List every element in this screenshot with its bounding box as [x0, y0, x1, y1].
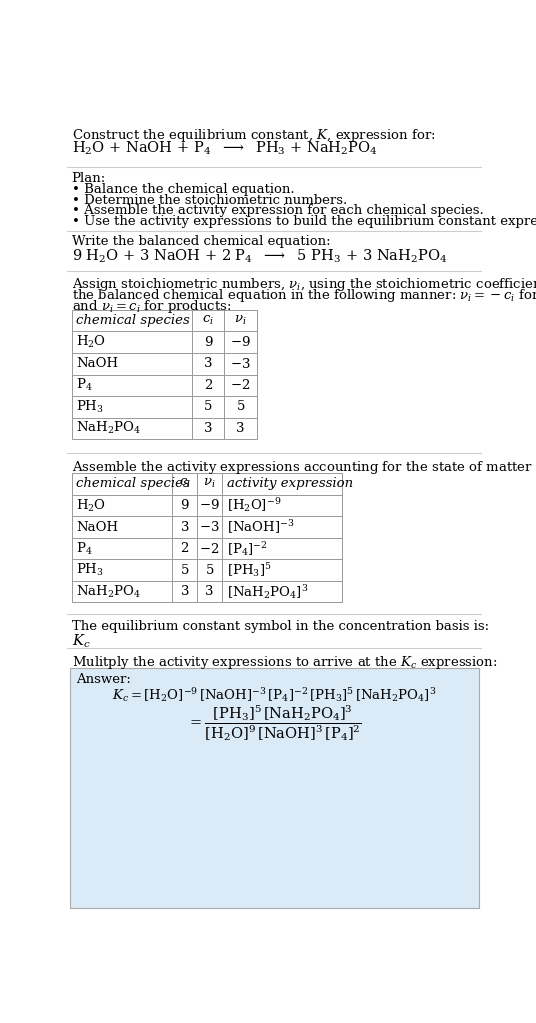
Text: $\mathrm{NaH_2PO_4}$: $\mathrm{NaH_2PO_4}$	[76, 420, 141, 437]
Text: Mulitply the activity expressions to arrive at the $K_c$ expression:: Mulitply the activity expressions to arr…	[72, 654, 497, 671]
Text: $\mathrm{P_4}$: $\mathrm{P_4}$	[76, 540, 93, 557]
Text: $[\mathrm{NaOH}]^{-3}$: $[\mathrm{NaOH}]^{-3}$	[227, 519, 294, 536]
Text: 5: 5	[205, 564, 214, 577]
Text: $-3$: $-3$	[230, 357, 251, 370]
FancyBboxPatch shape	[70, 668, 479, 908]
Text: • Balance the chemical equation.: • Balance the chemical equation.	[72, 183, 294, 195]
Text: The equilibrium constant symbol in the concentration basis is:: The equilibrium constant symbol in the c…	[72, 620, 489, 633]
Text: $-2$: $-2$	[230, 379, 251, 393]
Text: $\mathrm{P_4}$: $\mathrm{P_4}$	[76, 377, 93, 394]
Text: chemical species: chemical species	[76, 314, 190, 327]
Text: $[\mathrm{H_2O}]^{-9}$: $[\mathrm{H_2O}]^{-9}$	[227, 496, 281, 515]
Text: $\mathrm{PH_3}$: $\mathrm{PH_3}$	[76, 399, 104, 415]
Text: chemical species: chemical species	[76, 478, 190, 490]
Text: • Assemble the activity expression for each chemical species.: • Assemble the activity expression for e…	[72, 205, 483, 217]
Text: 5: 5	[181, 564, 189, 577]
Bar	[72, 310, 257, 439]
Text: $= \dfrac{[\mathrm{PH_3}]^5\,[\mathrm{NaH_2PO_4}]^3}{[\mathrm{H_2O}]^9\,[\mathrm: $= \dfrac{[\mathrm{PH_3}]^5\,[\mathrm{Na…	[187, 704, 362, 744]
Text: activity expression: activity expression	[227, 478, 353, 490]
Text: $\mathrm{H_2O}$: $\mathrm{H_2O}$	[76, 335, 106, 350]
Text: 9: 9	[181, 499, 189, 512]
Text: $K_c = [\mathrm{H_2O}]^{-9}\,[\mathrm{NaOH}]^{-3}\,[\mathrm{P_4}]^{-2}\,[\mathrm: $K_c = [\mathrm{H_2O}]^{-9}\,[\mathrm{Na…	[113, 686, 437, 705]
Text: • Use the activity expressions to build the equilibrium constant expression.: • Use the activity expressions to build …	[72, 215, 536, 228]
Text: Answer:: Answer:	[76, 672, 131, 685]
Text: $\mathrm{H_2O}$ + NaOH + $\mathrm{P_4}$  $\longrightarrow$  $\mathrm{PH_3}$ + $\: $\mathrm{H_2O}$ + NaOH + $\mathrm{P_4}$ …	[72, 140, 377, 158]
Text: the balanced chemical equation in the following manner: $\nu_i = -c_i$ for react: the balanced chemical equation in the fo…	[72, 286, 536, 304]
Text: NaOH: NaOH	[76, 357, 118, 370]
Text: $c_i$: $c_i$	[202, 314, 214, 327]
Text: 3: 3	[181, 585, 189, 598]
Text: $-9$: $-9$	[230, 336, 251, 349]
Text: $-9$: $-9$	[199, 498, 220, 513]
Text: $K_c$: $K_c$	[72, 632, 91, 650]
Text: 3: 3	[204, 357, 212, 370]
Text: 3: 3	[236, 421, 245, 435]
Text: $\nu_i$: $\nu_i$	[203, 478, 216, 490]
Text: $c_i$: $c_i$	[179, 478, 191, 490]
Text: and $\nu_i = c_i$ for products:: and $\nu_i = c_i$ for products:	[72, 298, 231, 314]
Text: NaOH: NaOH	[76, 521, 118, 534]
Text: $\nu_i$: $\nu_i$	[234, 314, 247, 327]
Text: 3: 3	[204, 421, 212, 435]
Text: $\mathrm{PH_3}$: $\mathrm{PH_3}$	[76, 562, 104, 578]
Text: 2: 2	[181, 542, 189, 555]
Text: Plan:: Plan:	[72, 172, 106, 185]
Text: Construct the equilibrium constant, $K$, expression for:: Construct the equilibrium constant, $K$,…	[72, 128, 436, 144]
Text: • Determine the stoichiometric numbers.: • Determine the stoichiometric numbers.	[72, 193, 347, 207]
Text: 3: 3	[205, 585, 214, 598]
Text: 5: 5	[236, 400, 245, 413]
Text: 2: 2	[204, 379, 212, 392]
Text: 9: 9	[204, 336, 212, 349]
Text: $-2$: $-2$	[199, 541, 220, 555]
Text: 5: 5	[204, 400, 212, 413]
Text: Assign stoichiometric numbers, $\nu_i$, using the stoichiometric coefficients, $: Assign stoichiometric numbers, $\nu_i$, …	[72, 276, 536, 293]
Text: $-3$: $-3$	[199, 520, 220, 534]
Text: Assemble the activity expressions accounting for the state of matter and $\nu_i$: Assemble the activity expressions accoun…	[72, 459, 536, 477]
Text: $[\mathrm{PH_3}]^5$: $[\mathrm{PH_3}]^5$	[227, 562, 271, 579]
Text: Write the balanced chemical equation:: Write the balanced chemical equation:	[72, 235, 330, 249]
Text: $[\mathrm{P_4}]^{-2}$: $[\mathrm{P_4}]^{-2}$	[227, 539, 267, 558]
Text: $9\ \mathrm{H_2O}$ + $3\ \mathrm{NaOH}$ + $2\ \mathrm{P_4}$  $\longrightarrow$  : $9\ \mathrm{H_2O}$ + $3\ \mathrm{NaOH}$ …	[72, 248, 447, 265]
Text: 3: 3	[181, 521, 189, 534]
Bar	[72, 473, 342, 603]
Text: $\mathrm{H_2O}$: $\mathrm{H_2O}$	[76, 497, 106, 514]
Text: $[\mathrm{NaH_2PO_4}]^3$: $[\mathrm{NaH_2PO_4}]^3$	[227, 583, 308, 601]
Text: $\mathrm{NaH_2PO_4}$: $\mathrm{NaH_2PO_4}$	[76, 584, 141, 599]
